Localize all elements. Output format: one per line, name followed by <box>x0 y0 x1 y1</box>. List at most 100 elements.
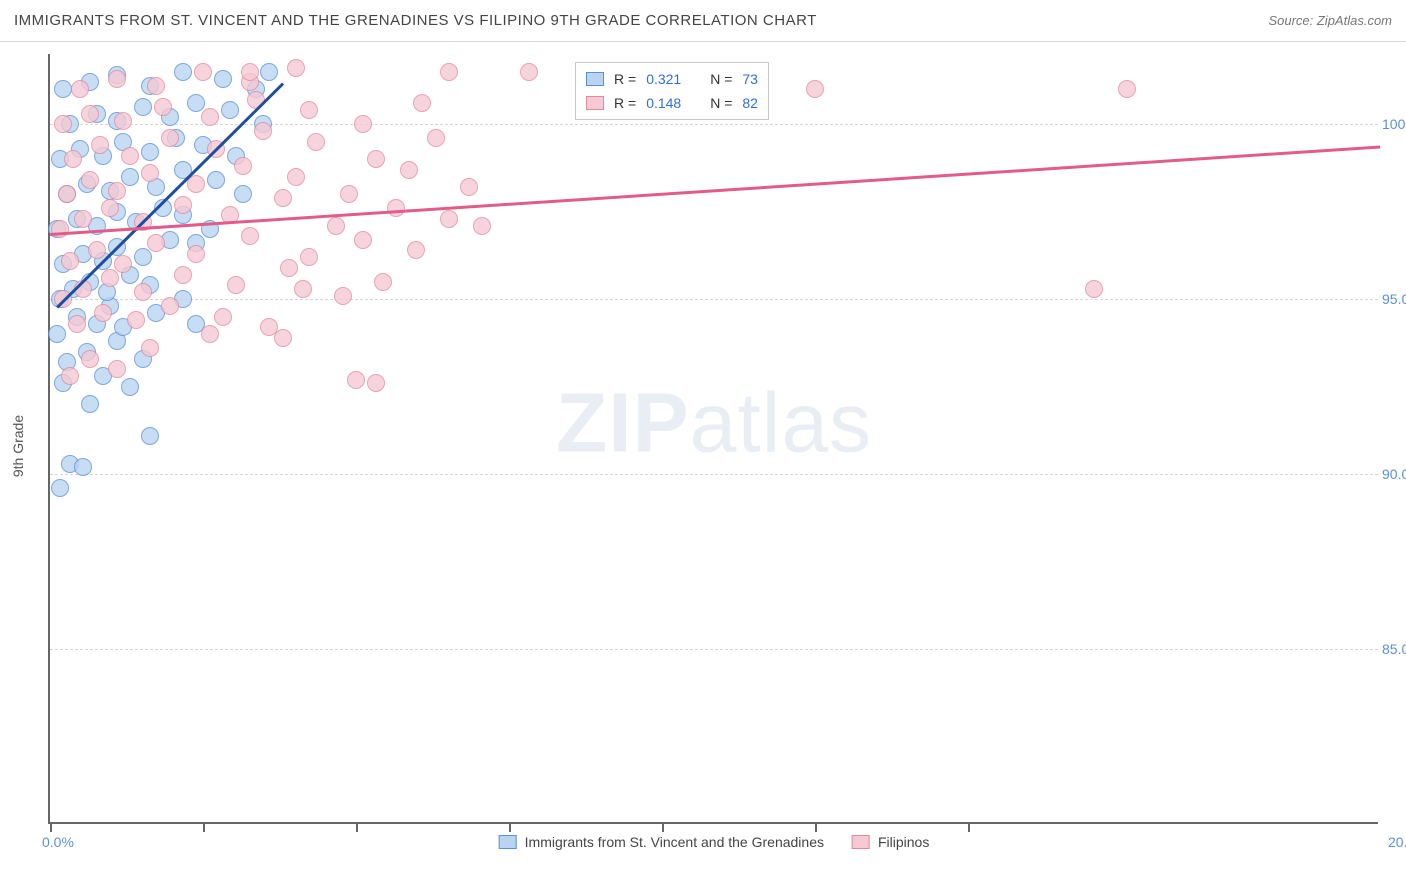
data-point <box>440 210 458 228</box>
y-tick-label: 90.0% <box>1382 466 1406 482</box>
data-point <box>64 150 82 168</box>
data-point <box>51 220 69 238</box>
legend-row: R = 0.148 N = 82 <box>586 91 758 115</box>
data-point <box>287 59 305 77</box>
r-value: 0.148 <box>646 95 694 111</box>
data-point <box>407 241 425 259</box>
data-point <box>127 311 145 329</box>
y-tick-label: 95.0% <box>1382 291 1406 307</box>
x-tick <box>509 822 511 832</box>
data-point <box>367 150 385 168</box>
watermark-rest: atlas <box>690 375 872 469</box>
data-point <box>121 147 139 165</box>
data-point <box>374 273 392 291</box>
data-point <box>241 227 259 245</box>
n-label: N = <box>710 95 732 111</box>
data-point <box>201 108 219 126</box>
data-point <box>440 63 458 81</box>
data-point <box>71 80 89 98</box>
data-point <box>74 210 92 228</box>
gridline-horizontal <box>50 299 1378 300</box>
data-point <box>294 280 312 298</box>
x-axis-min-label: 0.0% <box>42 834 74 850</box>
data-point <box>1118 80 1136 98</box>
x-tick <box>815 822 817 832</box>
gridline-horizontal <box>50 474 1378 475</box>
data-point <box>400 161 418 179</box>
data-point <box>234 157 252 175</box>
x-tick <box>50 822 52 832</box>
data-point <box>174 266 192 284</box>
data-point <box>141 143 159 161</box>
data-point <box>58 185 76 203</box>
data-point <box>101 269 119 287</box>
y-tick-label: 100.0% <box>1382 116 1406 132</box>
x-tick <box>356 822 358 832</box>
data-point <box>174 63 192 81</box>
data-point <box>108 182 126 200</box>
data-point <box>187 245 205 263</box>
data-point <box>68 315 86 333</box>
data-point <box>108 70 126 88</box>
data-point <box>367 374 385 392</box>
data-point <box>280 259 298 277</box>
x-tick <box>662 822 664 832</box>
data-point <box>806 80 824 98</box>
data-point <box>51 479 69 497</box>
swatch-icon <box>586 96 604 110</box>
data-point <box>101 199 119 217</box>
gridline-horizontal <box>50 649 1378 650</box>
x-tick <box>203 822 205 832</box>
x-axis-max-label: 20.0% <box>1388 834 1406 850</box>
legend-label: Filipinos <box>878 834 929 850</box>
data-point <box>427 129 445 147</box>
chart-title: IMMIGRANTS FROM ST. VINCENT AND THE GREN… <box>14 12 817 29</box>
swatch-icon <box>586 72 604 86</box>
data-point <box>354 115 372 133</box>
data-point <box>387 199 405 217</box>
data-point <box>214 70 232 88</box>
data-point <box>260 318 278 336</box>
n-value: 73 <box>742 71 758 87</box>
legend-item: Immigrants from St. Vincent and the Gren… <box>499 834 824 850</box>
data-point <box>214 308 232 326</box>
data-point <box>334 287 352 305</box>
data-point <box>354 231 372 249</box>
data-point <box>147 234 165 252</box>
data-point <box>134 283 152 301</box>
correlation-legend: R = 0.321 N = 73 R = 0.148 N = 82 <box>575 62 769 120</box>
data-point <box>81 105 99 123</box>
data-point <box>141 164 159 182</box>
data-point <box>174 196 192 214</box>
title-bar: IMMIGRANTS FROM ST. VINCENT AND THE GREN… <box>0 0 1406 42</box>
x-tick <box>968 822 970 832</box>
data-point <box>134 248 152 266</box>
data-point <box>1085 280 1103 298</box>
data-point <box>340 185 358 203</box>
data-point <box>91 136 109 154</box>
data-point <box>194 63 212 81</box>
data-point <box>114 112 132 130</box>
swatch-icon <box>499 835 517 849</box>
data-point <box>460 178 478 196</box>
legend-row: R = 0.321 N = 73 <box>586 67 758 91</box>
data-point <box>254 122 272 140</box>
data-point <box>121 378 139 396</box>
r-label: R = <box>614 95 636 111</box>
data-point <box>520 63 538 81</box>
watermark-bold: ZIP <box>556 375 690 469</box>
data-point <box>241 63 259 81</box>
data-point <box>61 367 79 385</box>
data-point <box>227 276 245 294</box>
data-point <box>54 80 72 98</box>
gridline-horizontal <box>50 124 1378 125</box>
data-point <box>274 189 292 207</box>
data-point <box>147 77 165 95</box>
n-value: 82 <box>742 95 758 111</box>
data-point <box>300 101 318 119</box>
data-point <box>201 325 219 343</box>
data-point <box>141 427 159 445</box>
data-point <box>260 63 278 81</box>
data-point <box>307 133 325 151</box>
data-point <box>141 339 159 357</box>
